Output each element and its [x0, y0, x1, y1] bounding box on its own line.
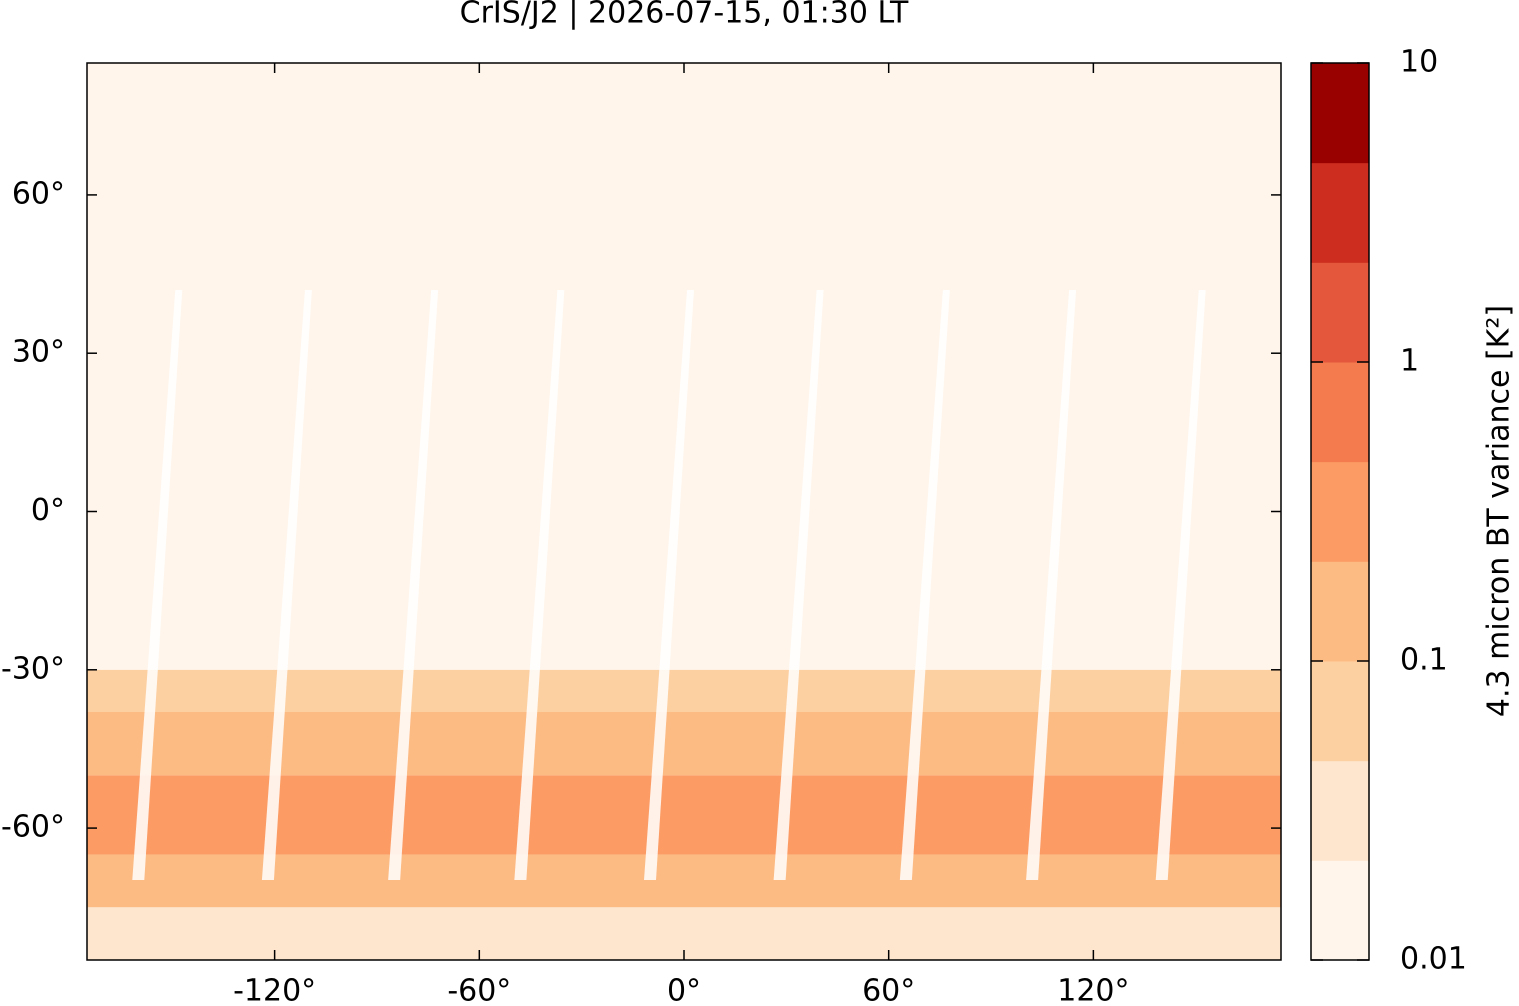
x-tick-label: 0°: [667, 974, 701, 1003]
y-tick-label: 0°: [31, 493, 65, 528]
field-band: [87, 712, 1281, 776]
field-band: [87, 669, 1281, 713]
orbit-gap: [899, 290, 950, 880]
field-band: [87, 775, 1281, 855]
colorbar-tick-label: 1: [1400, 344, 1419, 379]
orbit-gap: [514, 290, 565, 880]
colorbar-swatch: [1311, 760, 1369, 861]
x-tick-label: -60°: [447, 974, 511, 1003]
x-tick-label: 60°: [862, 974, 915, 1003]
colorbar-swatch: [1311, 860, 1369, 961]
colorbar-swatch: [1311, 63, 1369, 164]
colorbar-swatch: [1311, 162, 1369, 263]
colorbar-swatch: [1311, 262, 1369, 363]
chart-title: CrIS/J2 | 2026-07-15, 01:30 LT: [460, 0, 909, 31]
colorbar-frame: [1310, 62, 1370, 961]
colorbar-tick-label: 10: [1400, 45, 1438, 80]
orbit-gap: [132, 290, 183, 880]
orbit-gap: [388, 290, 439, 880]
field-band: [87, 854, 1281, 908]
colorbar-swatch: [1311, 661, 1369, 762]
y-tick-label: 30°: [12, 335, 65, 370]
colorbar-swatch: [1311, 561, 1369, 662]
y-tick-label: -60°: [1, 810, 65, 845]
colorbar-label: 4.3 micron BT variance [K²]: [1482, 305, 1517, 717]
x-tick-label: -120°: [233, 974, 316, 1003]
orbit-gap: [644, 290, 694, 880]
orbit-gap: [1026, 290, 1077, 880]
orbit-gap: [261, 290, 312, 880]
colorbar-swatch: [1311, 461, 1369, 562]
y-tick-label: -30°: [1, 651, 65, 686]
colorbar-tick-label: 0.01: [1400, 942, 1467, 977]
x-tick-label: 120°: [1057, 974, 1129, 1003]
orbit-gap: [773, 290, 824, 880]
y-tick-label: 60°: [12, 176, 65, 211]
colorbar-swatch: [1311, 362, 1369, 463]
colorbar-tick-label: 0.1: [1400, 643, 1448, 678]
orbit-gap: [1155, 290, 1206, 880]
